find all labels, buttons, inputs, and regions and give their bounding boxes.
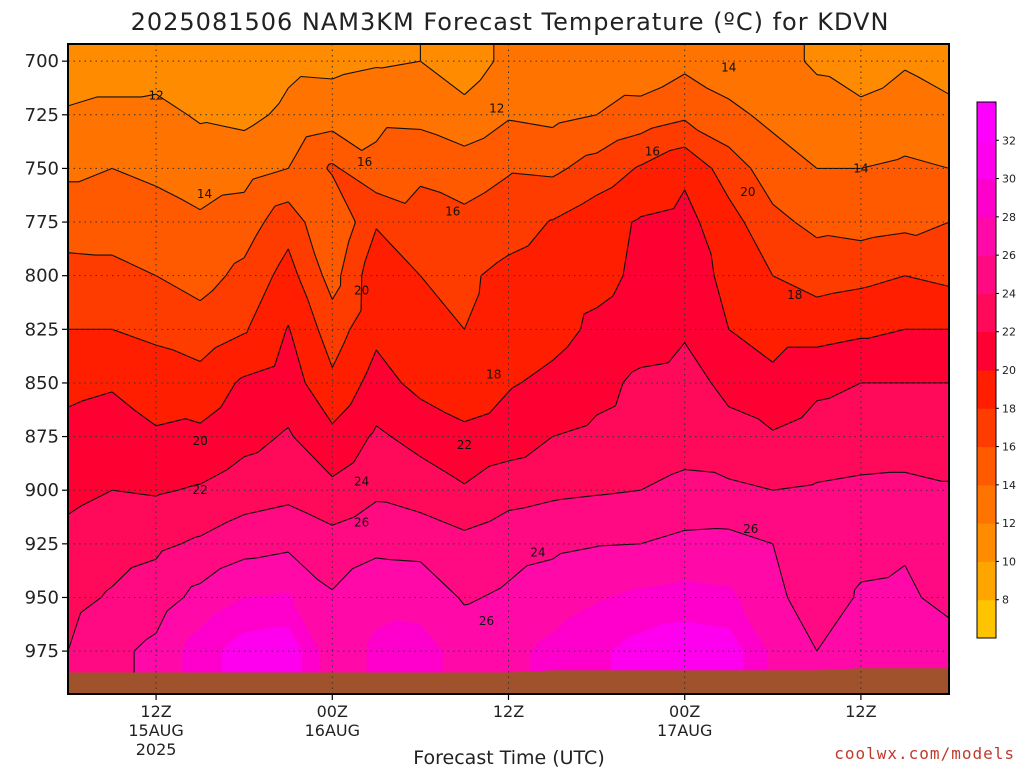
colorbar-tick-label: 32: [1002, 134, 1016, 147]
contour-labels: 12 12 14 14 14 16 16 16 18 18 20 20 20 22 22 24 24 26 26 26: [148, 61, 868, 628]
y-tick-label: 750: [25, 158, 59, 179]
colorbar-tick-label: 8: [1002, 594, 1009, 607]
colorbar-swatch: [977, 446, 996, 486]
ground-surface: [68, 668, 949, 694]
colorbar-swatch: [977, 331, 996, 371]
y-axis: 700 725 750 775 800 825 850 875 900 925 950 975: [25, 51, 68, 662]
contour-label: 12: [148, 88, 163, 102]
x-tick-label: 2025: [136, 740, 177, 759]
colorbar-swatch: [977, 599, 996, 639]
colorbar-tick-label: 30: [1002, 173, 1016, 186]
chart-title: 2025081506 NAM3KM Forecast Temperature (…: [131, 8, 890, 36]
contour-label: 12: [489, 101, 504, 115]
y-tick-label: 875: [25, 427, 59, 448]
contour-20: [68, 189, 949, 427]
contour-label: 22: [457, 438, 472, 452]
contour-label: 20: [193, 434, 208, 448]
colorbar-swatch: [977, 216, 996, 256]
x-tick-label: 12Z: [845, 702, 876, 721]
contour-label: 22: [193, 483, 208, 497]
x-tick-label: 17AUG: [657, 721, 712, 740]
x-tick-label: 00Z: [669, 702, 700, 721]
contour-label: 20: [354, 284, 369, 298]
x-tick-label: 16AUG: [305, 721, 360, 740]
contour-label: 18: [787, 288, 802, 302]
colorbar-tick-label: 24: [1002, 287, 1016, 300]
credit-text: coolwx.com/models: [834, 744, 1015, 763]
colorbar-tick-label: 14: [1002, 479, 1016, 492]
colorbar-swatch: [977, 523, 996, 562]
y-tick-label: 900: [25, 480, 59, 501]
contour-12: [68, 44, 949, 132]
colorbar-tick-label: 18: [1002, 402, 1016, 415]
contour-label: 20: [740, 185, 755, 199]
plot-area: 12 12 14 14 14 16 16 16 18 18 20 20 20 22 22 24 24 26 26 26: [67, 43, 950, 695]
contour-label: 24: [530, 545, 545, 559]
colorbar-swatch: [977, 293, 996, 333]
y-tick-label: 800: [25, 266, 59, 287]
colorbar-swatch: [977, 102, 996, 141]
gridlines: [68, 44, 949, 694]
y-tick-label: 825: [25, 319, 59, 340]
x-tick-label: 12Z: [493, 702, 524, 721]
contour-label: 18: [486, 367, 501, 381]
contour-label: 26: [743, 522, 758, 536]
y-tick-label: 700: [25, 51, 59, 72]
colorbar-tick-label: 12: [1002, 517, 1016, 530]
colorbar-swatch: [977, 255, 996, 294]
colorbar-swatch: [977, 408, 996, 448]
x-tick-label: 15AUG: [128, 721, 183, 740]
colorbar-tick-label: 22: [1002, 326, 1016, 339]
colorbar-swatch: [977, 140, 996, 180]
y-tick-label: 725: [25, 105, 59, 126]
colorbar-swatch: [977, 370, 996, 409]
contour-label: 26: [354, 515, 369, 529]
colorbar-swatch: [977, 561, 996, 601]
contour-16: [68, 119, 949, 302]
colorbar-swatch: [977, 484, 996, 524]
colorbar-tick-label: 20: [1002, 364, 1016, 377]
x-tick-label: 00Z: [317, 702, 348, 721]
y-tick-label: 925: [25, 534, 59, 555]
contour-label: 16: [357, 155, 372, 169]
contour-label: 24: [354, 475, 369, 489]
y-tick-label: 850: [25, 373, 59, 394]
x-axis-label: Forecast Time (UTC): [413, 747, 604, 768]
colorbar-swatch: [977, 178, 996, 218]
contour-label: 14: [721, 61, 736, 75]
x-tick-label: 12Z: [140, 702, 171, 721]
y-tick-label: 775: [25, 212, 59, 233]
colorbar-tick-label: 10: [1002, 555, 1016, 568]
y-tick-label: 950: [25, 587, 59, 608]
colorbar-legend: 8 10 12 14 16 18 20 22 24 26 28 30 32: [976, 101, 1016, 639]
colorbar-tick-label: 26: [1002, 249, 1016, 262]
colorbar-tick-label: 28: [1002, 211, 1016, 224]
contour-label: 16: [645, 144, 660, 158]
contour-label: 14: [197, 187, 212, 201]
contour-label: 14: [853, 161, 868, 175]
contour-label: 26: [479, 614, 494, 628]
contour-label: 16: [445, 204, 460, 218]
colorbar-tick-label: 16: [1002, 441, 1016, 454]
y-tick-label: 975: [25, 641, 59, 662]
